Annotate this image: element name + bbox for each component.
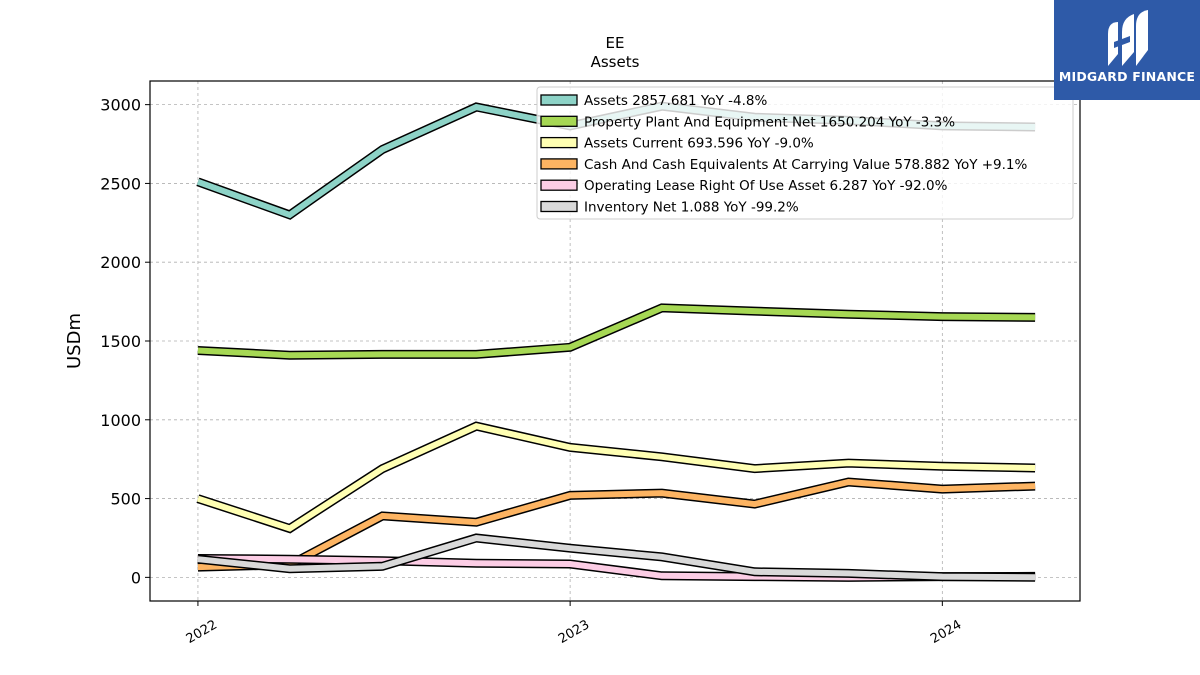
- legend-swatch: [540, 94, 578, 106]
- brand-name: MIDGARD FINANCE: [1058, 69, 1196, 84]
- legend-item: Property Plant And Equipment Net 1650.20…: [540, 114, 955, 130]
- legend-label: Inventory Net 1.088 YoY -99.2%: [584, 200, 799, 216]
- x-axis: 2022 2023 2024: [184, 601, 964, 647]
- series-line: [197, 303, 1036, 360]
- series-line: [196, 421, 1036, 534]
- legend-item: Cash And Cash Equivalents At Carrying Va…: [540, 157, 1028, 173]
- legend-swatch: [540, 115, 578, 127]
- legend-label: Assets Current 693.596 YoY -9.0%: [584, 136, 814, 152]
- chart-title: EE: [606, 34, 625, 52]
- y-tick-label: 500: [110, 490, 141, 509]
- legend-box: [536, 86, 1074, 220]
- series-line-fill: [197, 478, 1036, 571]
- chart-subtitle: Assets: [591, 53, 640, 71]
- legend-swatch: [540, 200, 578, 213]
- legend-item: Assets Current 693.596 YoY -9.0%: [540, 136, 814, 152]
- legend-label: Cash And Cash Equivalents At Carrying Va…: [584, 157, 1028, 173]
- legend-swatch: [540, 136, 578, 149]
- midgard-m-logo-icon: [1108, 10, 1148, 66]
- series-line-outline: [196, 421, 1036, 534]
- series-line-fill: [196, 422, 1036, 532]
- y-tick-label: 3000: [100, 96, 141, 115]
- legend: Assets 2857.681 YoY -4.8% Property Plant …: [536, 86, 1074, 220]
- legend-swatch: [540, 158, 578, 170]
- x-tick-label: 2022: [184, 617, 220, 647]
- y-axis: 0 500 1000 1500 2000 2500 3000: [100, 96, 150, 587]
- legend-label: Assets 2857.681 YoY -4.8%: [584, 93, 768, 109]
- series-line-fill: [197, 534, 1036, 581]
- y-tick-label: 0: [131, 568, 141, 587]
- series-line-fill: [197, 304, 1036, 359]
- brand-badge: MIDGARD FINANCE: [1054, 0, 1200, 100]
- y-axis-label: USDm: [64, 313, 85, 369]
- legend-label: Property Plant And Equipment Net 1650.20…: [584, 114, 955, 130]
- legend-item: Operating Lease Right Of Use Asset 6.287…: [540, 178, 948, 194]
- y-tick-label: 2500: [100, 174, 141, 193]
- y-tick-label: 1500: [100, 332, 141, 351]
- legend-swatch: [540, 179, 578, 191]
- legend-item: Inventory Net 1.088 YoY -99.2%: [540, 200, 799, 216]
- x-tick-label: 2023: [556, 617, 592, 647]
- legend-label: Operating Lease Right Of Use Asset 6.287…: [584, 178, 948, 194]
- legend-item: Assets 2857.681 YoY -4.8%: [540, 93, 768, 109]
- series-line: [197, 477, 1036, 572]
- series-line: [197, 533, 1036, 582]
- x-tick-label: 2024: [928, 617, 964, 647]
- y-tick-label: 2000: [100, 253, 141, 272]
- y-tick-label: 1000: [100, 411, 141, 430]
- series-lines: [196, 101, 1036, 582]
